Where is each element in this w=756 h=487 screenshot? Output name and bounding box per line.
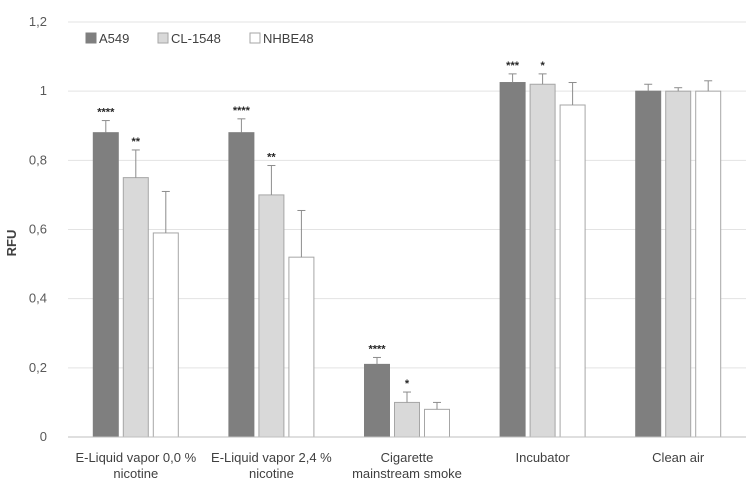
bar-cl-1548: [529, 83, 556, 438]
x-category-label: mainstream smoke: [352, 466, 462, 481]
y-axis-title: RFU: [4, 230, 19, 257]
significance-label: ****: [368, 343, 386, 355]
bar-a549: [228, 132, 255, 438]
bar-cl-1548: [394, 401, 420, 438]
bar-cl-1548: [665, 90, 692, 438]
legend-label: A549: [99, 31, 129, 46]
significance-label: ****: [97, 107, 115, 119]
bar-nhbe48: [695, 90, 722, 438]
significance-labels: ******************** *: [97, 60, 545, 390]
bar-nhbe48: [559, 104, 586, 438]
significance-label: **: [132, 136, 141, 148]
legend-swatch-nhbe48: [249, 32, 261, 44]
bar-nhbe48: [152, 232, 179, 438]
significance-label: **: [267, 152, 276, 164]
x-category-label: Incubator: [515, 450, 570, 465]
x-category-label: nicotine: [249, 466, 294, 481]
significance-label: *: [405, 378, 410, 390]
y-tick-label: 0,4: [29, 291, 47, 306]
bar-a549: [364, 363, 390, 438]
y-tick-label: 0: [40, 429, 47, 444]
y-tick-label: 1: [40, 83, 47, 98]
legend-label: CL-1548: [171, 31, 221, 46]
bar-cl-1548: [258, 194, 285, 438]
legend-swatch-a549: [85, 32, 97, 44]
legend: A549 CL-1548 NHBE48: [85, 31, 314, 46]
bar-cl-1548: [122, 177, 149, 438]
bar-a549: [499, 82, 526, 438]
bar-a549: [635, 90, 662, 438]
error-bars: [101, 73, 713, 410]
x-category-label: E-Liquid vapor 0,0 %: [75, 450, 196, 465]
x-category-label: E-Liquid vapor 2,4 %: [211, 450, 332, 465]
significance-label: ****: [233, 105, 251, 117]
legend-swatch-cl-1548: [157, 32, 169, 44]
x-category-label: nicotine: [113, 466, 158, 481]
bar-a549: [92, 132, 119, 438]
bar-nhbe48: [288, 256, 315, 438]
y-tick-label: 1,2: [29, 14, 47, 29]
significance-label: *: [540, 60, 545, 72]
legend-label: NHBE48: [263, 31, 314, 46]
gridlines: [68, 21, 746, 369]
bar-nhbe48: [424, 408, 450, 438]
y-tick-label: 0,2: [29, 360, 47, 375]
y-axis-tick-labels: 0 0,2 0,4 0,6 0,8 1 1,2: [29, 14, 47, 444]
y-tick-label: 0,8: [29, 152, 47, 167]
y-tick-label: 0,6: [29, 222, 47, 237]
x-category-label: Cigarette: [381, 450, 434, 465]
significance-label: ***: [506, 60, 520, 72]
x-category-label: Clean air: [652, 450, 705, 465]
